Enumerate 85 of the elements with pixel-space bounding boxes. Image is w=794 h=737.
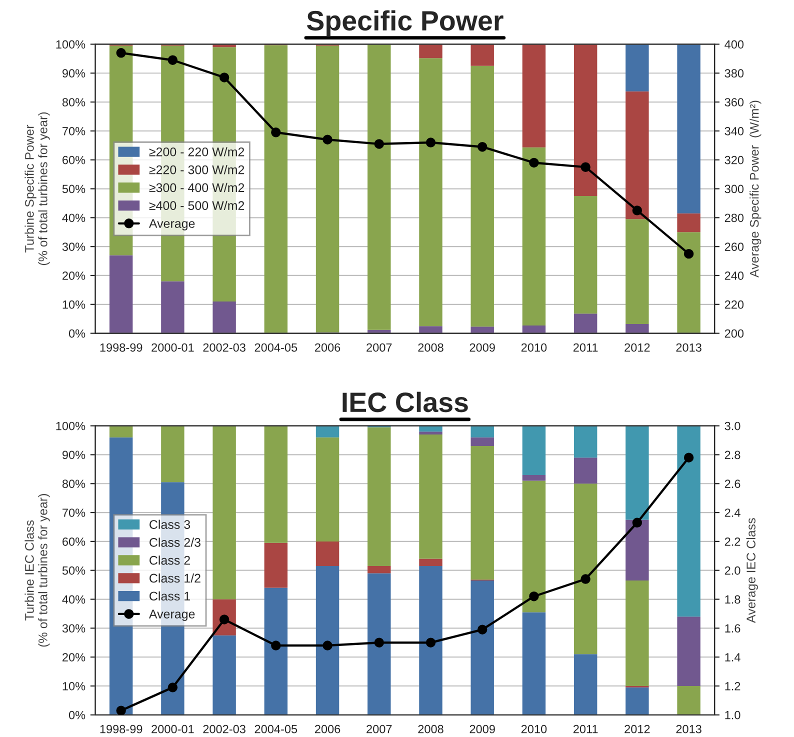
x-tick-label: 2008 <box>418 343 444 352</box>
y2-tick-label: 2.2 <box>724 537 740 546</box>
y-tick-label: 70% <box>62 508 86 517</box>
y-tick-label: 50% <box>62 184 86 194</box>
x-tick-label: 2013 <box>676 724 702 734</box>
y-tick-label: 40% <box>62 595 86 604</box>
x-tick-label: 2000-01 <box>152 343 194 352</box>
x-tick-label: 2007 <box>366 724 392 734</box>
y2-tick-label: 320 <box>724 156 744 164</box>
legend-label: Class 1/2 <box>150 573 200 583</box>
x-tick-label: 2011 <box>573 724 598 734</box>
y2-axis-title: Average Specific Power (W/m²) <box>750 100 762 278</box>
legend-label: Class 2 <box>150 556 190 565</box>
y-tick-label: 20% <box>62 653 86 662</box>
x-tick-label: 2002-03 <box>203 343 246 352</box>
y-tick-label: 60% <box>62 156 86 164</box>
chart-title: IEC Class <box>342 392 468 412</box>
legend-label: Average <box>148 610 195 621</box>
x-tick-label: 2011 <box>573 343 598 352</box>
y2-tick-label: 280 <box>724 214 744 222</box>
y-tick-label: 40% <box>62 214 86 222</box>
x-tick-label: 2006 <box>314 724 340 734</box>
y-tick-label: 80% <box>62 480 86 488</box>
legend-label: ≥200 - 220 W/m2 <box>149 147 244 156</box>
x-tick-label: 1998-99 <box>100 724 142 734</box>
legend-label: Class 3 <box>150 520 190 529</box>
y2-tick-label: 1.4 <box>725 653 740 662</box>
y2-tick-label: 200 <box>724 329 744 338</box>
x-tick-label: 2006 <box>314 343 340 352</box>
legend-label: Class 1 <box>150 591 190 601</box>
y-axis-title: Turbine IEC Class (% of total turbines for year) <box>24 494 50 647</box>
x-tick-label: 2007 <box>366 343 392 352</box>
y2-tick-label: 3.0 <box>724 422 740 430</box>
y2-tick-label: 2.8 <box>724 450 740 460</box>
y-tick-label: 10% <box>62 682 86 690</box>
y2-tick-label: 360 <box>724 98 744 106</box>
y2-tick-label: 240 <box>724 272 744 280</box>
x-tick-label: 2004-05 <box>254 724 298 734</box>
y-tick-label: 70% <box>62 126 86 136</box>
y-tick-label: 90% <box>62 450 86 460</box>
x-tick-label: 2002-03 <box>203 724 246 734</box>
y-tick-label: 0% <box>68 329 86 338</box>
y-tick-label: 30% <box>62 242 86 251</box>
x-tick-label: 2004-05 <box>254 343 298 352</box>
y2-tick-label: 1.6 <box>725 624 740 633</box>
x-tick-label: 2008 <box>418 724 444 734</box>
y-tick-label: 80% <box>62 98 86 106</box>
x-tick-label: 2012 <box>624 724 650 734</box>
y-tick-label: 30% <box>62 624 86 633</box>
y2-tick-label: 1.0 <box>725 710 740 720</box>
y2-tick-label: 380 <box>724 69 744 78</box>
y-axis-title: Turbine Specific Power (% of total turbines for year) <box>24 112 50 266</box>
legend-label: ≥300 - 400 W/m2 <box>149 182 244 192</box>
x-tick-label: 2009 <box>470 724 495 734</box>
y2-tick-label: 2.6 <box>724 480 740 488</box>
y2-tick-label: 300 <box>724 184 744 194</box>
y-tick-label: 20% <box>62 272 86 280</box>
x-tick-label: 2000-01 <box>152 724 194 734</box>
y-tick-label: 10% <box>62 300 86 309</box>
legend-label: ≥400 - 500 W/m2 <box>149 200 244 210</box>
chart-title: Specific Power <box>306 10 504 36</box>
x-tick-label: 2010 <box>521 343 547 352</box>
x-tick-label: 2012 <box>624 343 650 352</box>
y2-tick-label: 1.2 <box>725 682 740 690</box>
y2-tick-label: 1.8 <box>725 595 740 604</box>
y-tick-label: 60% <box>62 537 86 546</box>
y2-tick-label: 220 <box>724 300 744 309</box>
x-tick-label: 2009 <box>470 343 495 352</box>
y2-tick-label: 2.4 <box>724 508 740 517</box>
y2-tick-label: 400 <box>724 40 744 49</box>
y-tick-label: 100% <box>56 422 86 430</box>
y2-axis-title: Average IEC Class <box>746 518 758 624</box>
legend-label: Average <box>148 219 195 230</box>
y2-tick-label: 260 <box>724 242 744 251</box>
y-tick-label: 90% <box>62 69 86 78</box>
legend-label: Class 2/3 <box>150 538 200 547</box>
x-tick-label: 2010 <box>521 724 547 734</box>
x-tick-label: 2013 <box>676 343 702 352</box>
y2-tick-label: 2.0 <box>724 566 740 575</box>
y-tick-label: 0% <box>68 710 86 720</box>
y-tick-label: 100% <box>56 40 86 49</box>
y-tick-label: 50% <box>62 566 86 575</box>
x-tick-label: 1998-99 <box>100 343 142 352</box>
legend-label: ≥220 - 300 W/m2 <box>149 165 244 174</box>
y2-tick-label: 340 <box>724 126 744 136</box>
